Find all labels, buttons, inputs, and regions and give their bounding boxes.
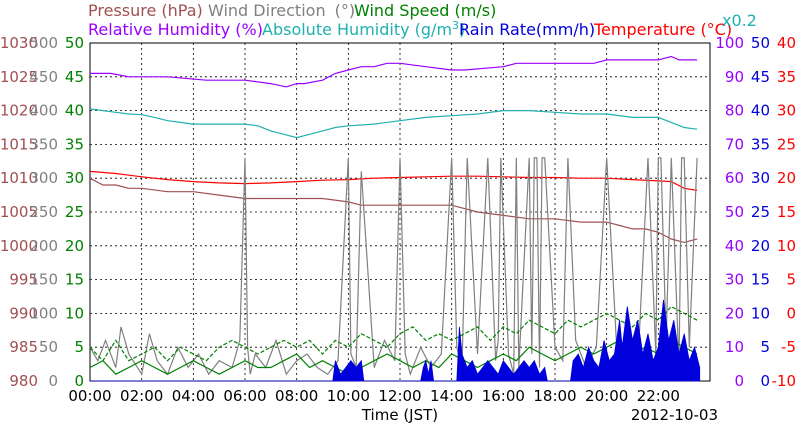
title-wind-speed: Wind Speed (m/s) bbox=[354, 1, 496, 20]
tick-wind-speed: 10 bbox=[65, 304, 84, 322]
title-relative-humidity: Relative Humidity (%) bbox=[88, 20, 263, 39]
tick-pressure: 1005 bbox=[0, 203, 38, 221]
tick-relative-humidity: 50 bbox=[725, 203, 744, 221]
tick-wind-direction: 400 bbox=[29, 102, 58, 120]
x-axis-label: Time (JST) bbox=[361, 406, 438, 424]
x-tick-label: 12:00 bbox=[378, 387, 421, 405]
series-temperature bbox=[89, 170, 698, 191]
tick-relative-humidity: 60 bbox=[725, 169, 744, 187]
tick-temperature: 0 bbox=[786, 304, 796, 322]
axis-tick-labels: 1030102510201015101010051000995990985980… bbox=[0, 34, 796, 405]
x-tick-label: 10:00 bbox=[327, 387, 370, 405]
tick-rain-rate: 20 bbox=[751, 237, 770, 255]
tick-wind-direction: 200 bbox=[29, 237, 58, 255]
tick-pressure: 990 bbox=[9, 304, 38, 322]
tick-temperature: 30 bbox=[777, 102, 796, 120]
title-rain-rate: Rain Rate(mm/h) bbox=[459, 20, 595, 39]
series-relative-humidity bbox=[90, 55, 698, 88]
tick-rain-rate: 5 bbox=[760, 338, 770, 356]
tick-pressure: 1000 bbox=[0, 237, 38, 255]
title-temperature: Temperature (°C) bbox=[593, 20, 732, 39]
tick-temperature: -10 bbox=[772, 372, 797, 390]
tick-temperature: 20 bbox=[777, 169, 796, 187]
tick-relative-humidity: 90 bbox=[725, 68, 744, 86]
tick-rain-rate: 15 bbox=[751, 271, 770, 289]
tick-relative-humidity: 70 bbox=[725, 135, 744, 153]
tick-temperature: 15 bbox=[777, 203, 796, 221]
tick-rain-rate: 50 bbox=[751, 34, 770, 52]
title-absolute-humidity: Absolute Humidity (g/m3) bbox=[262, 19, 465, 39]
series-wind-speed bbox=[89, 339, 698, 375]
series-absolute-humidity bbox=[89, 108, 698, 139]
tick-pressure: 1015 bbox=[0, 135, 38, 153]
tick-relative-humidity: 100 bbox=[715, 34, 744, 52]
chart-date: 2012-10-03 bbox=[631, 406, 718, 424]
tick-pressure: 1030 bbox=[0, 34, 38, 52]
tick-relative-humidity: 20 bbox=[725, 304, 744, 322]
tick-pressure: 985 bbox=[9, 338, 38, 356]
title-pressure: Pressure (hPa) bbox=[88, 1, 203, 20]
tick-wind-speed: 30 bbox=[65, 169, 84, 187]
tick-wind-direction: 450 bbox=[29, 68, 58, 86]
tick-wind-speed: 40 bbox=[65, 102, 84, 120]
x-tick-label: 16:00 bbox=[482, 387, 525, 405]
tick-wind-direction: 250 bbox=[29, 203, 58, 221]
x-tick-label: 00:00 bbox=[68, 387, 111, 405]
tick-rain-rate: 35 bbox=[751, 135, 770, 153]
tick-rain-rate: 0 bbox=[760, 372, 770, 390]
tick-wind-speed: 45 bbox=[65, 68, 84, 86]
tick-wind-direction: 500 bbox=[29, 34, 58, 52]
tick-relative-humidity: 30 bbox=[725, 271, 744, 289]
tick-relative-humidity: 80 bbox=[725, 102, 744, 120]
tick-pressure: 1025 bbox=[0, 68, 38, 86]
tick-temperature: 10 bbox=[777, 237, 796, 255]
tick-wind-direction: 50 bbox=[39, 338, 58, 356]
series-wind-direction bbox=[89, 157, 698, 377]
tick-wind-direction: 100 bbox=[29, 304, 58, 322]
series-group bbox=[89, 55, 701, 382]
tick-rain-rate: 30 bbox=[751, 169, 770, 187]
series-wind-gust bbox=[89, 305, 698, 362]
x-tick-label: 20:00 bbox=[585, 387, 628, 405]
tick-rain-rate: 40 bbox=[751, 102, 770, 120]
tick-pressure: 980 bbox=[9, 372, 38, 390]
tick-temperature: 25 bbox=[777, 135, 796, 153]
series-pressure bbox=[89, 177, 698, 244]
tick-wind-speed: 0 bbox=[74, 372, 84, 390]
tick-wind-direction: 350 bbox=[29, 135, 58, 153]
tick-rain-rate: 25 bbox=[751, 203, 770, 221]
title-wind-direction: Wind Direction (°) bbox=[208, 1, 355, 20]
tick-wind-speed: 5 bbox=[74, 338, 84, 356]
tick-temperature: 40 bbox=[777, 34, 796, 52]
tick-rain-rate: 45 bbox=[751, 68, 770, 86]
x-tick-label: 18:00 bbox=[533, 387, 576, 405]
tick-pressure: 1010 bbox=[0, 169, 38, 187]
tick-relative-humidity: 0 bbox=[734, 372, 744, 390]
x-tick-label: 04:00 bbox=[172, 387, 215, 405]
x-tick-label: 02:00 bbox=[120, 387, 163, 405]
tick-relative-humidity: 10 bbox=[725, 338, 744, 356]
tick-temperature: 5 bbox=[786, 271, 796, 289]
tick-wind-speed: 20 bbox=[65, 237, 84, 255]
tick-rain-rate: 10 bbox=[751, 304, 770, 322]
tick-temperature: 35 bbox=[777, 68, 796, 86]
tick-temperature: -5 bbox=[781, 338, 796, 356]
tick-relative-humidity: 40 bbox=[725, 237, 744, 255]
tick-wind-direction: 300 bbox=[29, 169, 58, 187]
tick-wind-speed: 25 bbox=[65, 203, 84, 221]
rain-scale-label: x0.2 bbox=[722, 11, 757, 30]
tick-pressure: 1020 bbox=[0, 102, 38, 120]
tick-wind-speed: 35 bbox=[65, 135, 84, 153]
x-tick-label: 08:00 bbox=[275, 387, 318, 405]
x-tick-label: 06:00 bbox=[223, 387, 266, 405]
x-tick-label: 14:00 bbox=[430, 387, 473, 405]
tick-wind-speed: 15 bbox=[65, 271, 84, 289]
series-rain-rate bbox=[90, 299, 701, 382]
tick-wind-direction: 0 bbox=[48, 372, 58, 390]
x-tick-label: 22:00 bbox=[637, 387, 680, 405]
tick-pressure: 995 bbox=[9, 271, 38, 289]
tick-wind-speed: 50 bbox=[65, 34, 84, 52]
tick-wind-direction: 150 bbox=[29, 271, 58, 289]
